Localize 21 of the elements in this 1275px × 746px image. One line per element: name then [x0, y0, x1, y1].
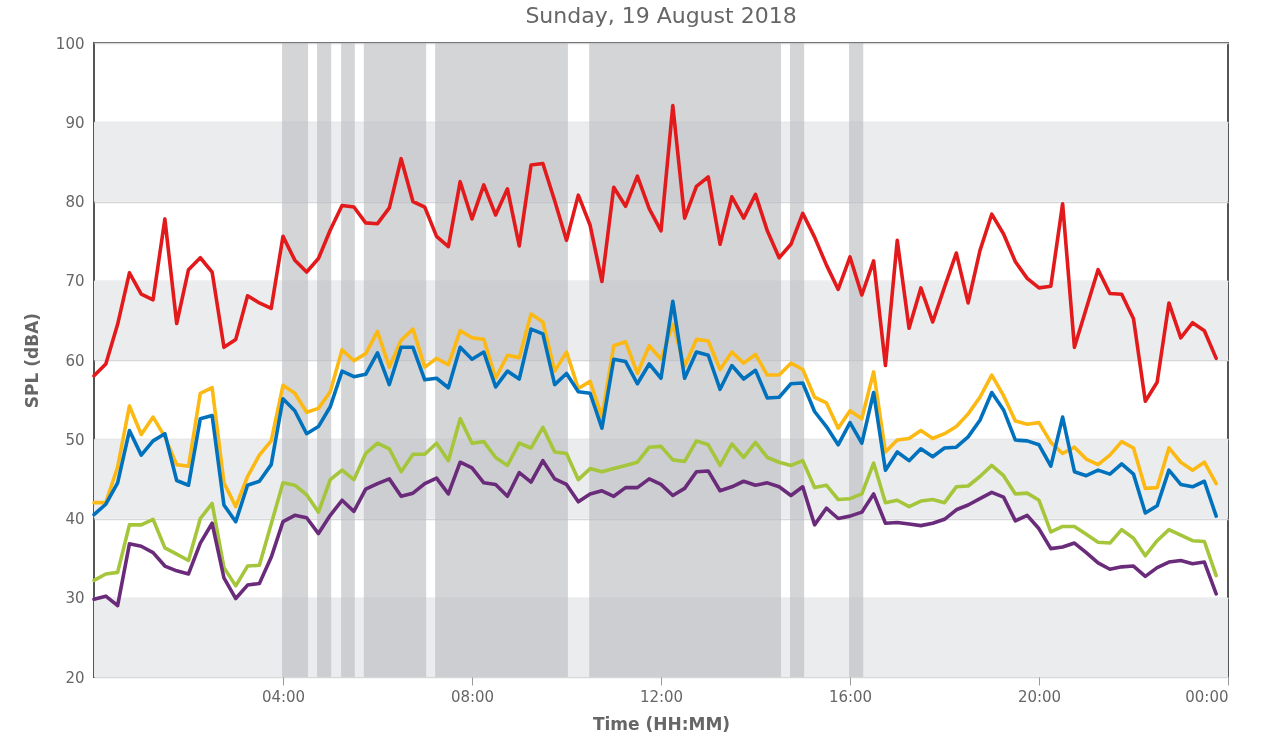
x-tick-label: 12:00: [639, 687, 684, 706]
x-tick-label: 04:00: [261, 687, 306, 706]
y-tick-label: 100: [55, 34, 85, 53]
y-tick-label: 50: [65, 430, 85, 449]
y-tick-label: 90: [65, 113, 85, 132]
y-tick-label: 20: [65, 668, 85, 687]
x-axis-title: Time (HH:MM): [592, 713, 731, 734]
line-series: [92, 416, 1218, 588]
line-series: [92, 458, 1218, 608]
y-tick-label: 60: [65, 351, 85, 370]
y-axis-title: SPL (dBA): [21, 312, 42, 409]
y-tick-label: 80: [65, 193, 85, 211]
y-tick-label: 40: [65, 510, 85, 528]
y-tick-label: 30: [65, 589, 85, 608]
x-tick-label: 00:00: [1185, 687, 1229, 706]
chart-title: Sunday, 19 August 2018: [525, 3, 797, 28]
x-tick-label: 08:00: [450, 687, 495, 706]
line-series: [92, 103, 1218, 404]
y-tick-label: 70: [65, 272, 85, 291]
x-tick-label: 20:00: [1017, 687, 1062, 706]
x-tick-label: 16:00: [828, 687, 873, 706]
